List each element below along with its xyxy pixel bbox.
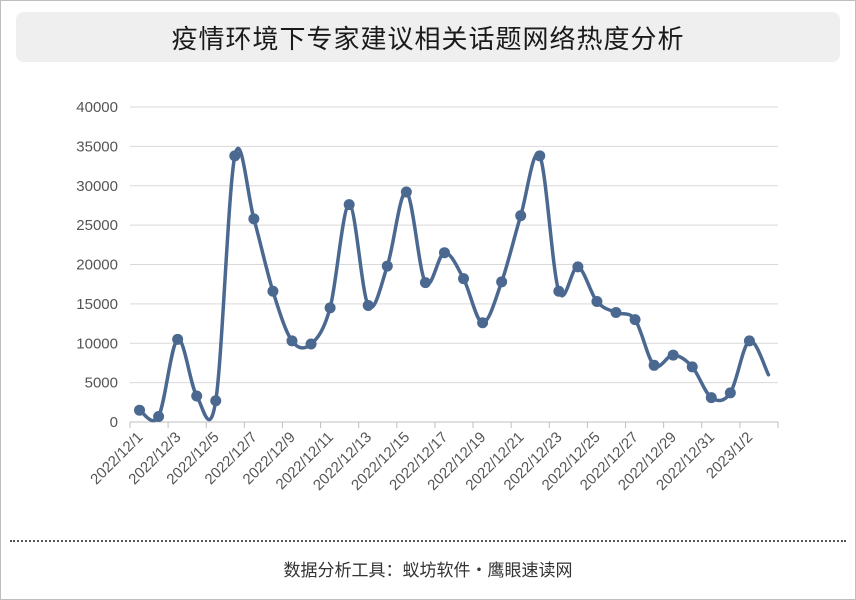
data-point bbox=[477, 317, 489, 329]
y-tick-label: 25000 bbox=[76, 217, 118, 234]
data-point bbox=[305, 338, 317, 350]
y-tick-label: 0 bbox=[110, 414, 118, 431]
x-axis bbox=[129, 421, 779, 428]
y-tick-label: 20000 bbox=[76, 257, 118, 274]
line-chart: 0 5000 10000 15000 20000 25000 30000 35000 40000… bbox=[76, 99, 779, 494]
data-point bbox=[267, 285, 279, 297]
data-point bbox=[419, 277, 431, 289]
chart-title: 疫情环境下专家建议相关话题网络热度分析 bbox=[171, 24, 685, 55]
data-point bbox=[534, 150, 546, 162]
data-point bbox=[667, 349, 679, 361]
y-tick-label: 40000 bbox=[76, 99, 118, 116]
data-point bbox=[210, 395, 222, 407]
series-line bbox=[137, 146, 771, 423]
data-point bbox=[686, 361, 698, 373]
title-bar: 疫情环境下专家建议相关话题网络热度分析 bbox=[16, 12, 840, 62]
data-point bbox=[438, 247, 450, 259]
data-point bbox=[496, 276, 508, 288]
data-point bbox=[381, 260, 393, 272]
data-point bbox=[610, 307, 622, 319]
footer-divider bbox=[10, 540, 846, 542]
y-tick-labels: 0 5000 10000 15000 20000 25000 30000 35000 40000 bbox=[76, 99, 118, 431]
y-tick-label: 30000 bbox=[76, 178, 118, 195]
data-point bbox=[343, 199, 355, 211]
data-point bbox=[629, 314, 641, 326]
y-tick-label: 15000 bbox=[76, 296, 118, 313]
data-point bbox=[553, 285, 565, 297]
data-point bbox=[648, 359, 660, 371]
series-layer bbox=[134, 146, 771, 423]
data-point bbox=[134, 404, 146, 416]
data-point bbox=[248, 213, 260, 225]
data-point bbox=[458, 273, 470, 285]
y-tick-label: 10000 bbox=[76, 335, 118, 352]
x-tick-labels: 2022/12/12022/12/32022/12/52022/12/72022… bbox=[87, 429, 756, 494]
footer-credit: 数据分析工具：蚁坊软件・鹰眼速读网 bbox=[283, 561, 573, 581]
data-point bbox=[705, 392, 717, 404]
data-point bbox=[572, 261, 584, 273]
data-point bbox=[743, 335, 755, 347]
data-point bbox=[400, 186, 412, 198]
y-tick-label: 35000 bbox=[76, 138, 118, 155]
data-point bbox=[286, 335, 298, 347]
data-point bbox=[191, 390, 203, 402]
data-point bbox=[515, 210, 527, 222]
data-point bbox=[362, 299, 374, 311]
data-point bbox=[724, 387, 736, 399]
data-point bbox=[324, 302, 336, 314]
data-point bbox=[172, 333, 184, 345]
data-point bbox=[153, 410, 165, 422]
y-tick-label: 5000 bbox=[85, 375, 118, 392]
data-point bbox=[229, 150, 241, 162]
data-point bbox=[591, 296, 603, 308]
